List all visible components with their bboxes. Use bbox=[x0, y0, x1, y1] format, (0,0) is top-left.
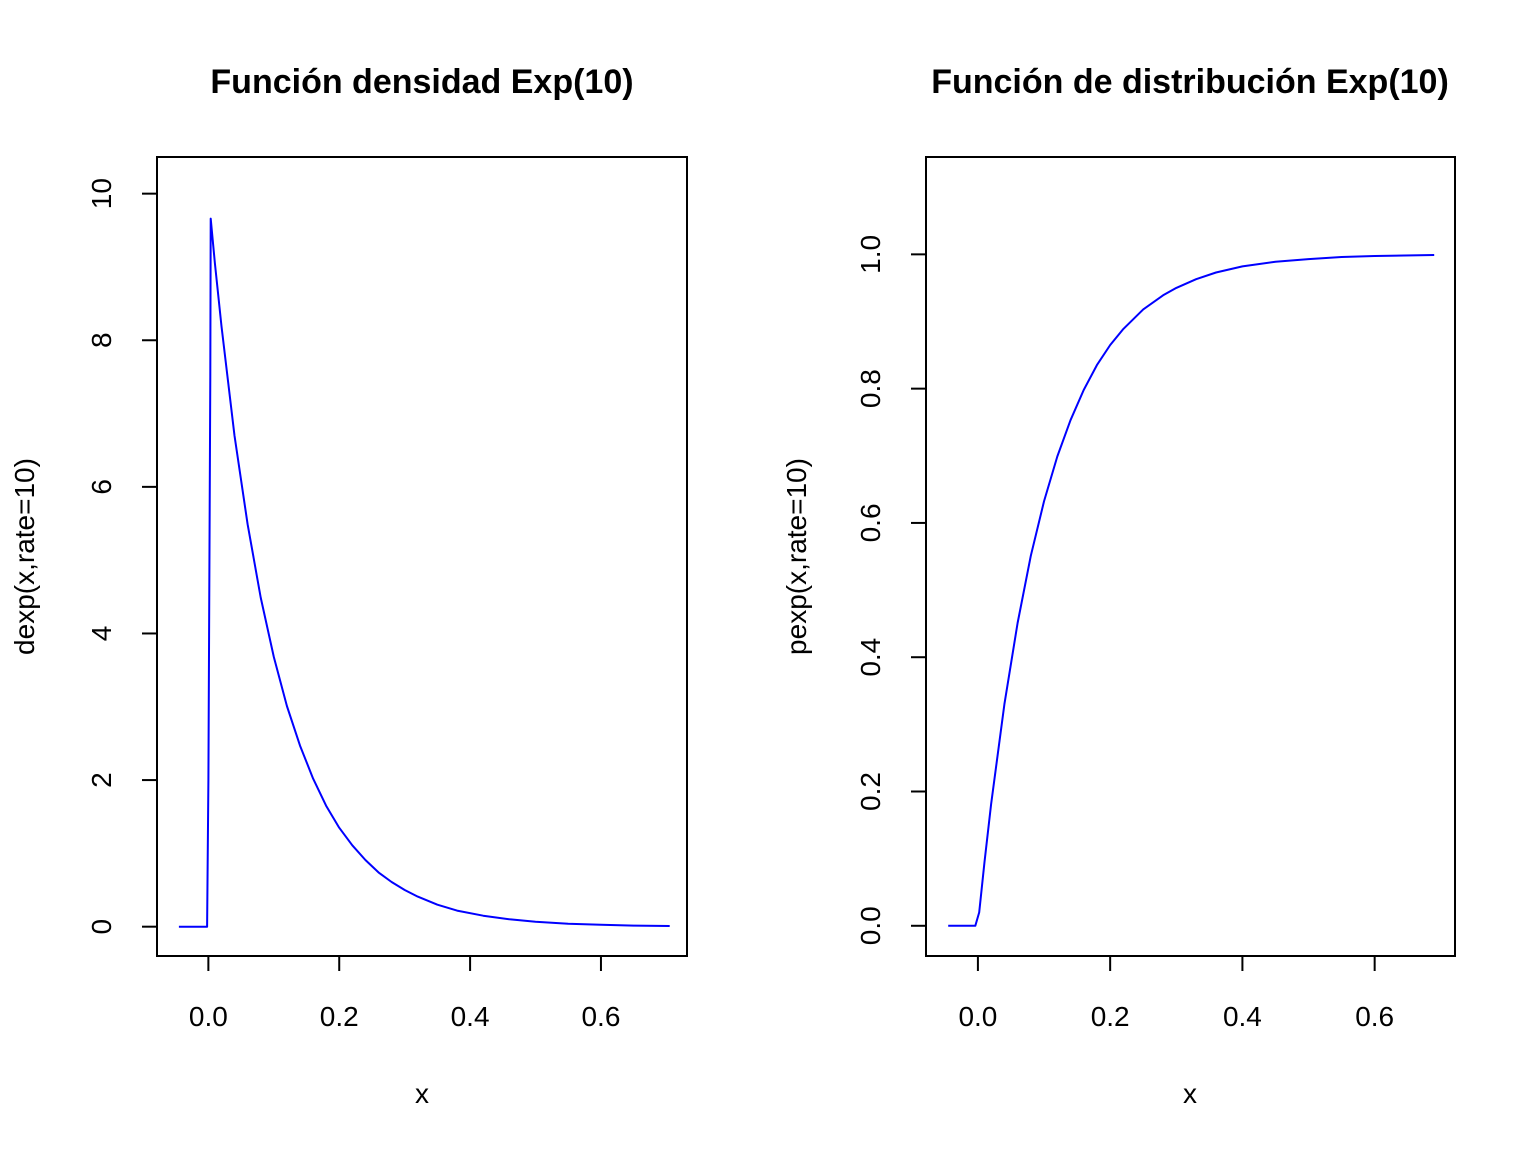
distribution-x-tick-label: 0.6 bbox=[1355, 1001, 1394, 1032]
distribution-y-tick-label: 0.0 bbox=[855, 906, 886, 945]
density-x-tick-label: 0.2 bbox=[320, 1001, 359, 1032]
density-y-tick-label: 0 bbox=[86, 919, 117, 935]
distribution-x-axis-label: x bbox=[1183, 1078, 1197, 1109]
density-x-axis-label: x bbox=[415, 1078, 429, 1109]
density-plot-frame bbox=[156, 156, 688, 957]
distribution-y-tick-label: 0.6 bbox=[855, 503, 886, 542]
distribution-curve bbox=[948, 254, 1435, 927]
distribution-x-tick-label: 0.4 bbox=[1223, 1001, 1262, 1032]
distribution-y-tick-label: 0.2 bbox=[855, 772, 886, 811]
density-panel: Función densidad Exp(10) 0.0 0.2 0.4 0.6 0 2 4 6… bbox=[9, 63, 688, 1109]
distribution-x-tick-label: 0.0 bbox=[958, 1001, 997, 1032]
density-x-tick-label: 0.0 bbox=[189, 1001, 228, 1032]
distribution-y-axis-label: pexp(x,rate=10) bbox=[781, 458, 812, 655]
distribution-y-tick-label: 0.4 bbox=[855, 638, 886, 677]
density-y-tick-label: 2 bbox=[86, 772, 117, 788]
density-y-axis-label: dexp(x,rate=10) bbox=[9, 458, 40, 655]
density-curve bbox=[178, 217, 670, 928]
density-x-tick-label: 0.4 bbox=[451, 1001, 490, 1032]
density-y-tick-label: 8 bbox=[86, 332, 117, 348]
density-y-tick-label: 10 bbox=[86, 178, 117, 209]
density-x-tick-label: 0.6 bbox=[581, 1001, 620, 1032]
distribution-y-tick-label: 1.0 bbox=[855, 235, 886, 274]
distribution-plot-frame bbox=[925, 156, 1456, 957]
density-y-tick-label: 6 bbox=[86, 479, 117, 495]
distribution-y-tick-label: 0.8 bbox=[855, 369, 886, 408]
density-y-tick-label: 4 bbox=[86, 626, 117, 642]
distribution-x-tick-label: 0.2 bbox=[1091, 1001, 1130, 1032]
distribution-title: Función de distribución Exp(10) bbox=[931, 63, 1449, 101]
distribution-panel: Función de distribución Exp(10) 0.0 0.2 0.4… bbox=[781, 63, 1456, 1109]
density-title: Función densidad Exp(10) bbox=[210, 63, 633, 101]
